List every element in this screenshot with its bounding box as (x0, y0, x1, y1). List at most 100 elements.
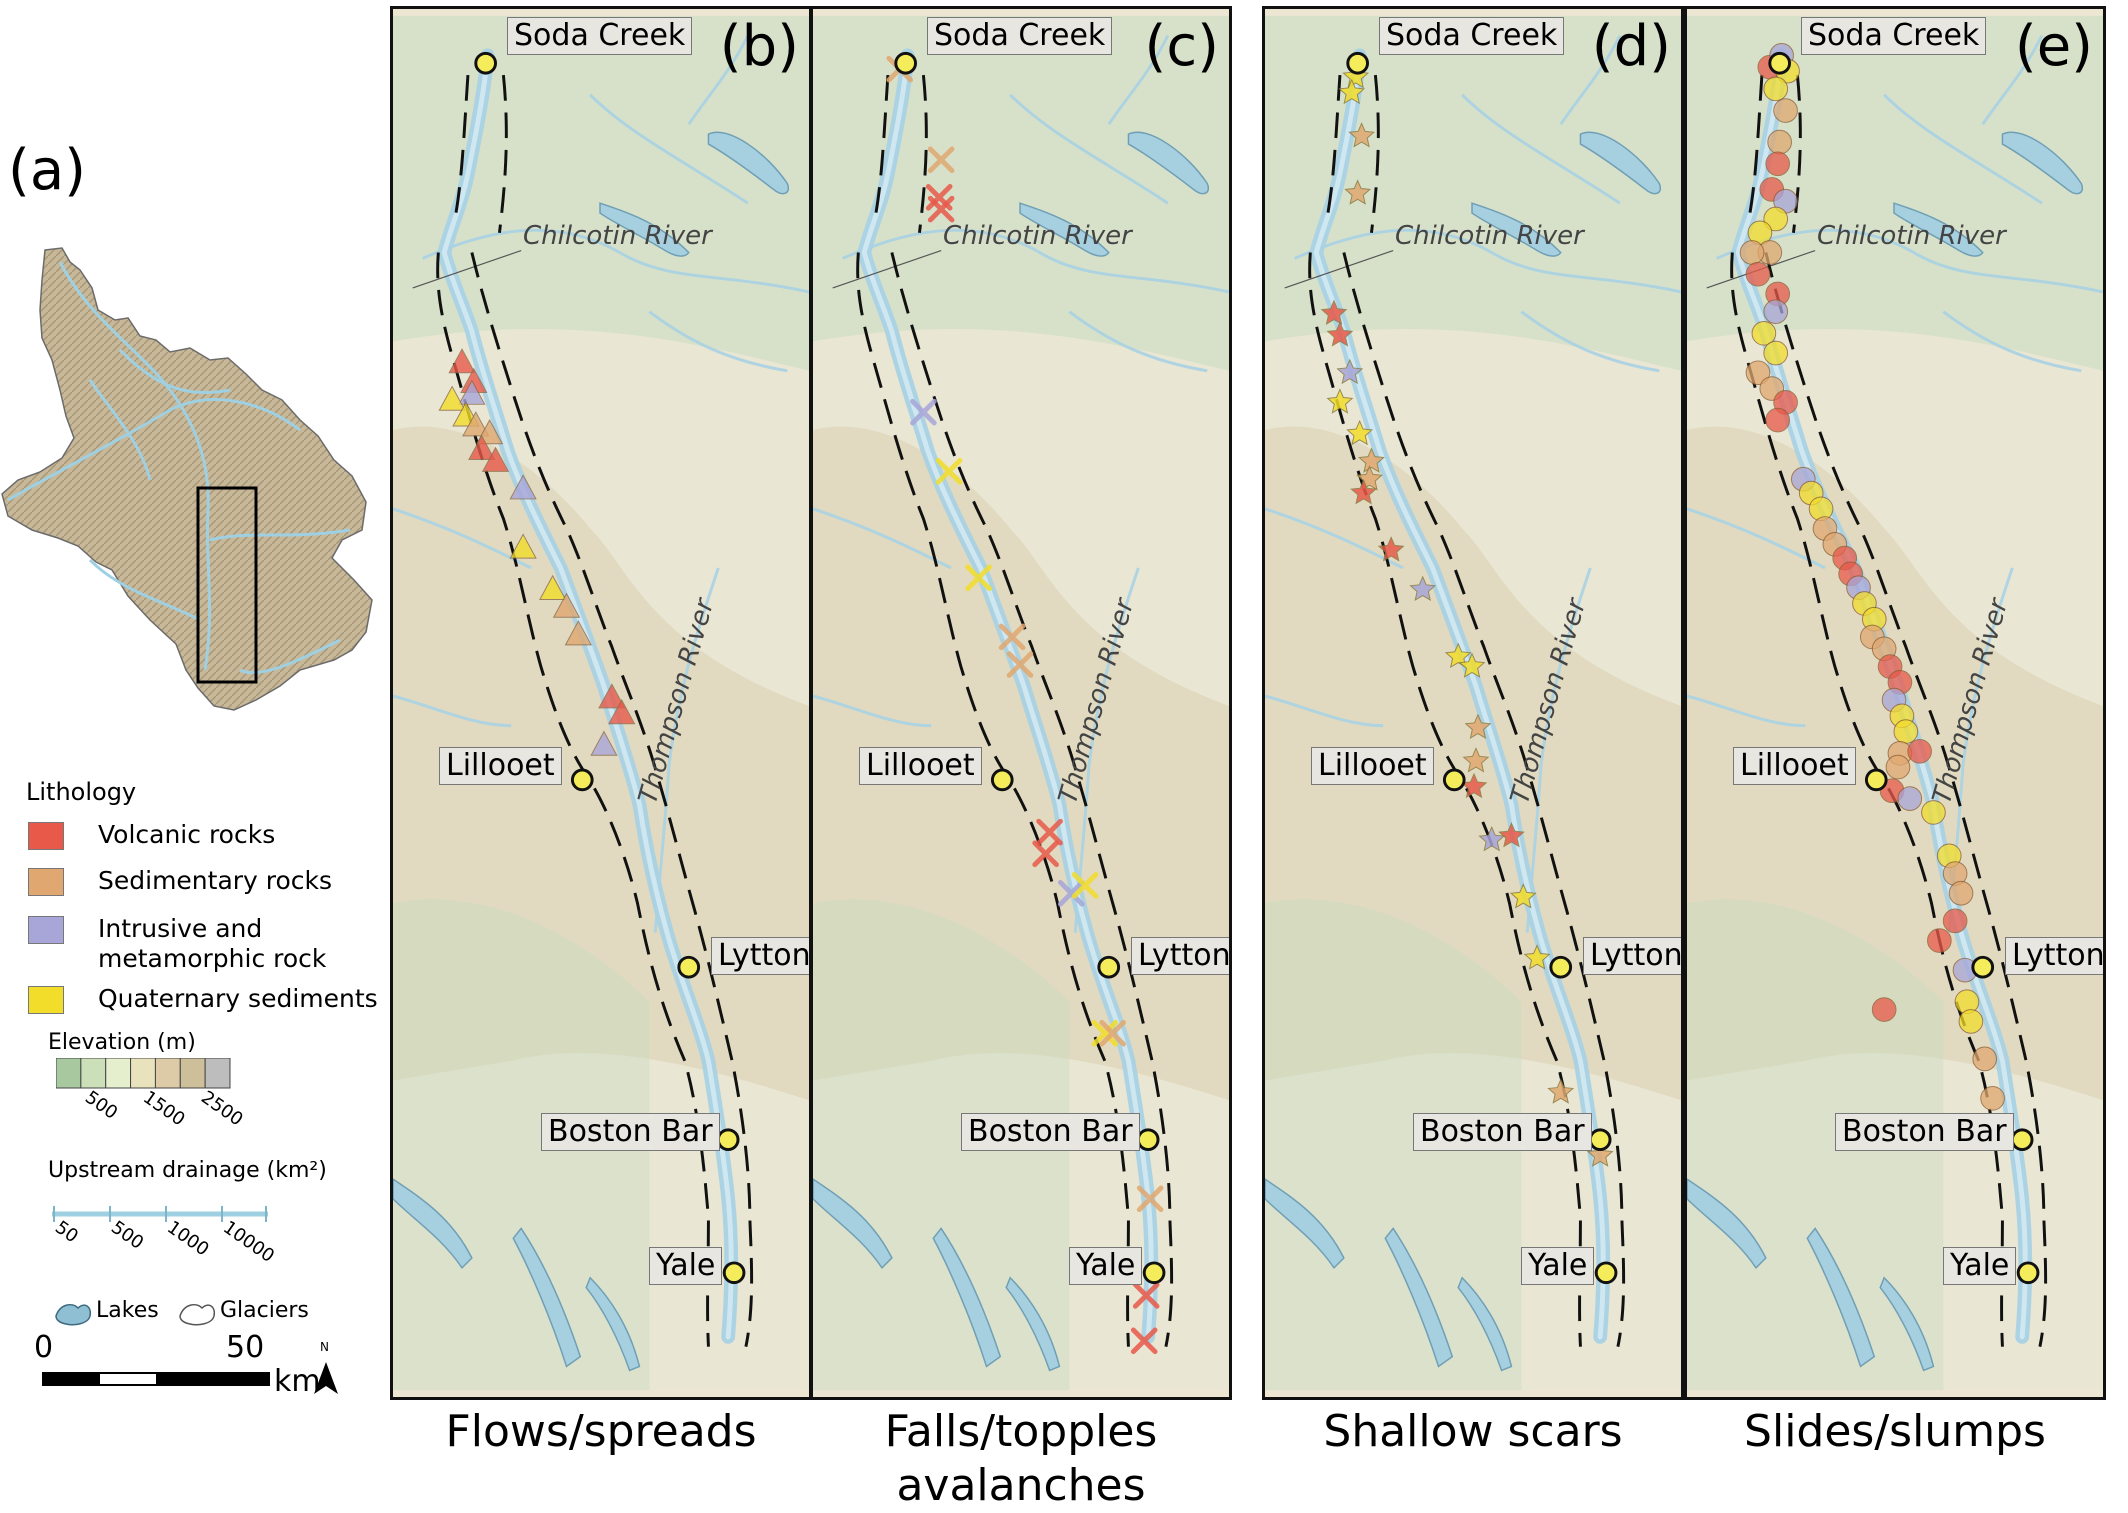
town-dot-soda_creek (894, 51, 917, 75)
lithology-label-2-line2: metamorphic rock (98, 944, 327, 973)
landslide-cross-marker (1036, 818, 1063, 846)
scale-unit-label: km (274, 1364, 321, 1399)
landslide-circle-marker (1751, 321, 1777, 346)
river-label-chilcotin: Chilcotin River (1817, 221, 2006, 251)
town-dot-boston_bar (716, 1128, 740, 1152)
town-dot-lillooet (1442, 768, 1466, 792)
basin-outline (1, 247, 373, 711)
glaciers-swatch (179, 1303, 216, 1326)
landslide-circle-marker (1745, 261, 1771, 287)
landslide-triangle-marker (438, 385, 466, 411)
drainage-tick-2: 1000 (163, 1217, 213, 1260)
town-label-lytton: Lytton (1583, 937, 1681, 975)
landslide-circle-marker (1763, 299, 1789, 324)
town-dot-lytton (677, 955, 701, 979)
town-label-soda_creek: Soda Creek (1379, 17, 1565, 55)
landslide-cross-marker (927, 195, 955, 223)
landslide-triangle-marker (552, 592, 581, 618)
panel-caption-e: Slides/slumps (1684, 1405, 2106, 1459)
panel-map-e (1687, 15, 2103, 1391)
panel-caption-line1: Falls/topples (884, 1406, 1158, 1457)
landslide-circle-marker (1739, 240, 1765, 265)
north-label: N (320, 1340, 329, 1354)
panel-caption-c: Falls/topples avalanches (810, 1405, 1232, 1513)
landslide-circle-marker (1773, 98, 1798, 123)
town-dot-lytton (1971, 955, 1995, 979)
panel-caption-line1: Shallow scars (1323, 1406, 1623, 1457)
river-label-chilcotin: Chilcotin River (943, 221, 1132, 251)
town-label-lytton: Lytton (1131, 937, 1229, 975)
tributaries (1265, 34, 1681, 933)
north-arrow-icon (314, 1362, 338, 1394)
landslide-star-marker (1377, 536, 1405, 562)
landslide-cross-marker (998, 623, 1026, 651)
drainage-tick-1: 500 (107, 1217, 147, 1254)
landslide-circle-marker (1927, 928, 1952, 953)
landslide-star-marker (1509, 883, 1537, 909)
landslide-triangle-marker (509, 533, 537, 559)
elevation-colorbar: 500 1500 2500 (56, 1058, 247, 1130)
landslide-star-marker (1344, 179, 1372, 205)
town-label-lillooet: Lillooet (1733, 747, 1856, 785)
landslide-circle-marker (1893, 719, 1919, 744)
town-dot-yale (2016, 1261, 2040, 1285)
landslide-star-marker (1336, 358, 1364, 385)
panel-letter-c: (c) (1144, 14, 1219, 79)
landslide-cross-marker (1071, 872, 1099, 899)
town-dots (1346, 51, 1618, 1285)
landslide-star-marker (1346, 419, 1374, 446)
town-dot-boston_bar (1588, 1128, 1612, 1152)
landslide-circle-marker (1907, 738, 1932, 764)
elevation-class-3 (130, 1058, 156, 1089)
town-label-yale: Yale (1521, 1247, 1595, 1285)
map-panel-b: Soda Creek Lillooet Lytton Boston Bar Yale Ch… (390, 6, 812, 1400)
landslide-star-marker (1464, 713, 1492, 739)
landslide-cross-marker (1032, 840, 1059, 868)
landslide-star-marker (1342, 62, 1370, 89)
panel-caption-line1: Slides/slumps (1744, 1406, 2046, 1457)
landslide-star-marker (1586, 1141, 1614, 1167)
landslide-cross-marker (1006, 651, 1034, 678)
town-dot-boston_bar (2010, 1128, 2034, 1152)
landslide-circle-marker (1885, 754, 1911, 780)
landslide-star-marker (1523, 944, 1551, 970)
map-panel-e: Soda Creek Lillooet Lytton Boston Bar Yale Ch… (1684, 6, 2106, 1400)
landslide-star-marker (1326, 388, 1354, 414)
landslide-star-marker (1498, 822, 1525, 848)
elevation-tick-1: 1500 (139, 1087, 189, 1130)
town-label-boston_bar: Boston Bar (1835, 1113, 2014, 1151)
landslide-cross-marker (1099, 1019, 1126, 1047)
glaciers-label: Glaciers (220, 1298, 309, 1323)
panel-caption-d: Shallow scars (1262, 1405, 1684, 1459)
lithology-swatch-1 (28, 868, 64, 896)
landslide-markers (438, 348, 636, 756)
fraser-basin-overview-map (1, 247, 373, 711)
town-label-yale: Yale (1943, 1247, 2017, 1285)
lithology-swatch-3 (28, 986, 64, 1014)
landslide-circle-marker (1745, 360, 1771, 386)
panel-map-b (393, 15, 809, 1391)
landslide-cross-marker (910, 398, 937, 426)
elevation-class-0 (56, 1058, 82, 1089)
lakes-swatch (55, 1303, 92, 1326)
landslide-star-marker (1478, 825, 1506, 852)
town-label-lytton: Lytton (711, 937, 809, 975)
lakes (1687, 131, 2083, 1372)
river-label-chilcotin: Chilcotin River (523, 221, 712, 251)
town-dot-yale (1594, 1261, 1618, 1285)
town-dot-yale (722, 1261, 746, 1285)
landslide-triangle-marker (564, 620, 592, 646)
landslide-triangle-marker (608, 699, 636, 725)
town-dot-lillooet (1864, 768, 1888, 792)
town-label-lillooet: Lillooet (859, 747, 982, 785)
town-dot-soda_creek (474, 51, 497, 75)
town-label-soda_creek: Soda Creek (1801, 17, 1987, 55)
landslide-star-marker (1358, 447, 1385, 473)
town-label-yale: Yale (649, 1247, 723, 1285)
town-label-lillooet: Lillooet (1311, 747, 1434, 785)
panel-a-label: (a) (8, 138, 87, 203)
town-label-boston_bar: Boston Bar (541, 1113, 720, 1151)
landslide-triangle-marker (462, 411, 490, 437)
lakes (1265, 131, 1661, 1372)
panel-letter-d: (d) (1591, 14, 1671, 79)
